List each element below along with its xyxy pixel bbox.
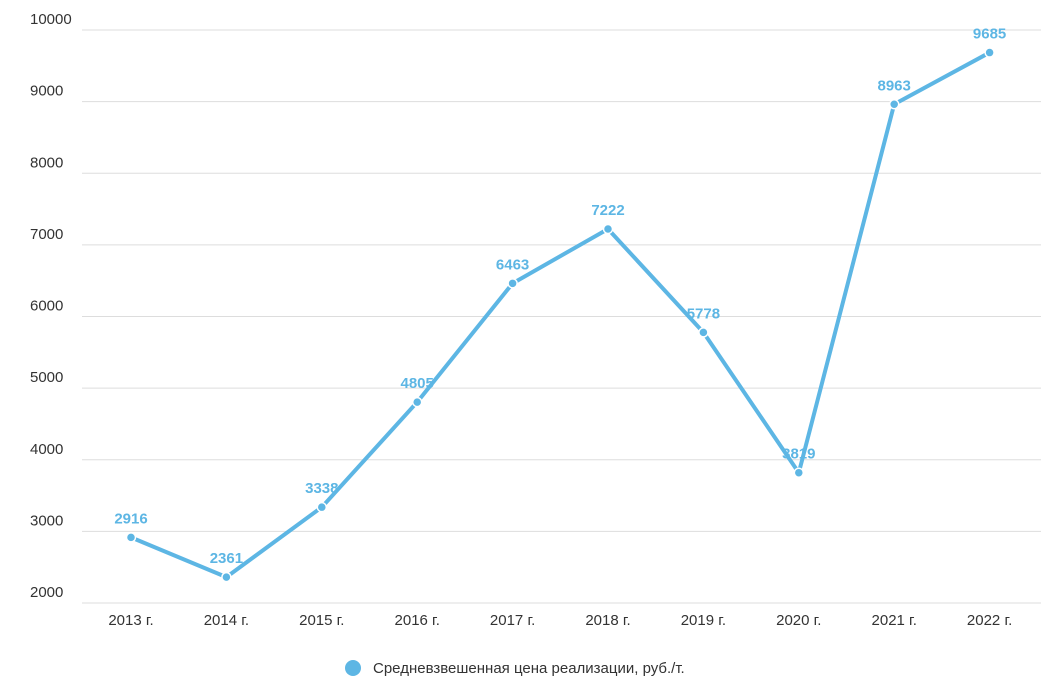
data-point [698, 327, 709, 338]
x-tick-label: 2013 г. [108, 612, 153, 629]
x-tick-label: 2016 г. [395, 612, 440, 629]
x-axis-ticks: 2013 г. 2014 г. 2015 г. 2016 г. 2017 г. 2018 … [108, 612, 1012, 629]
data-label: 9685 [973, 26, 1006, 43]
legend-label: Средневзвешенная цена реализации, руб./т… [373, 660, 685, 677]
data-point [411, 396, 423, 408]
x-tick-label: 2021 г. [872, 612, 917, 629]
y-axis-ticks: 2000 3000 4000 5000 6000 7000 8000 9000 10000 [30, 11, 72, 601]
y-tick-label: 2000 [30, 584, 63, 601]
data-label: 8963 [878, 77, 911, 94]
x-tick-label: 2019 г. [681, 612, 726, 629]
data-label: 5778 [687, 305, 720, 322]
y-tick-label: 9000 [30, 83, 63, 100]
data-label: 3338 [305, 480, 338, 497]
x-tick-label: 2018 г. [585, 612, 630, 629]
y-tick-label: 5000 [30, 369, 63, 386]
x-tick-label: 2022 г. [967, 612, 1012, 629]
x-tick-label: 2020 г. [776, 612, 821, 629]
data-point [507, 278, 518, 289]
data-point [984, 47, 995, 58]
data-point [793, 467, 805, 478]
data-label: 3819 [782, 446, 815, 463]
series-line [129, 50, 992, 580]
data-point [316, 501, 328, 513]
data-point [888, 99, 900, 110]
y-tick-label: 7000 [30, 226, 63, 243]
data-point [221, 571, 232, 583]
series-layer [125, 47, 995, 583]
y-tick-label: 4000 [30, 441, 63, 458]
data-label: 7222 [591, 202, 624, 219]
data-point [125, 532, 137, 543]
y-tick-label: 6000 [30, 298, 63, 315]
y-tick-label: 10000 [30, 11, 72, 28]
data-label: 2916 [114, 510, 147, 527]
y-tick-label: 8000 [30, 154, 63, 171]
x-tick-label: 2015 г. [299, 612, 344, 629]
data-labels: 2916 2361 3338 4805 6463 7222 5778 3819 8963 9685 [114, 26, 1006, 568]
data-label: 6463 [496, 256, 529, 273]
legend: Средневзвешенная цена реализации, руб./т… [345, 660, 685, 677]
gridlines [82, 29, 1041, 604]
legend-marker [345, 660, 361, 676]
x-tick-label: 2014 г. [204, 612, 249, 629]
y-tick-label: 3000 [30, 512, 63, 529]
data-label: 4805 [401, 375, 434, 392]
data-point [602, 223, 614, 235]
x-tick-label: 2017 г. [490, 612, 535, 629]
data-label: 2361 [210, 550, 243, 567]
